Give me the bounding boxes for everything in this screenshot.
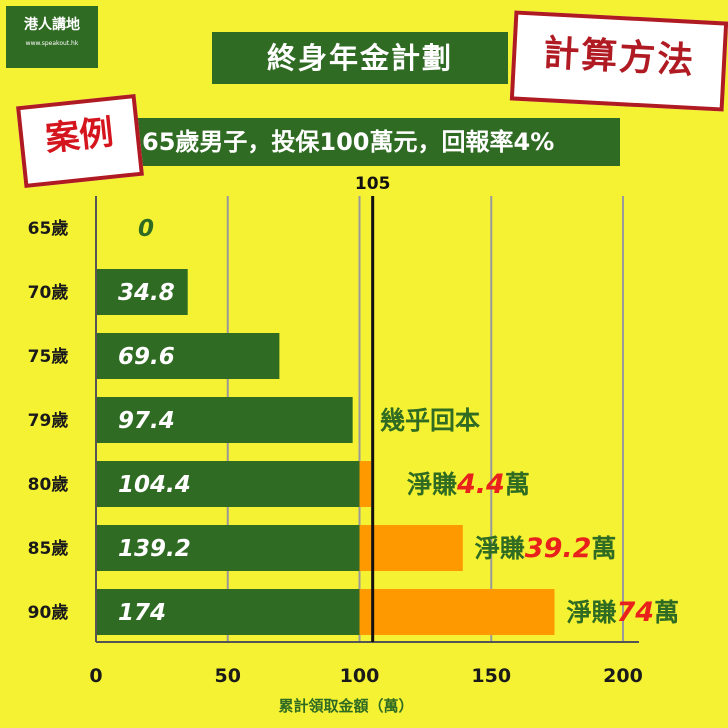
x-axis-title: 累計領取金額（萬） [278, 697, 413, 715]
category-label: 75歲 [28, 346, 69, 367]
annotation-part: 萬 [505, 470, 530, 499]
logo-brand: 港人講地 [24, 17, 80, 33]
bar-segment [96, 589, 360, 635]
case-stamp: 案例 [16, 93, 144, 189]
value-label: 0 [138, 216, 154, 242]
bar-segment [359, 589, 555, 635]
annotation-part: 39.2 [525, 533, 592, 564]
value-label: 174 [118, 600, 166, 626]
annotation-part: 74 [617, 597, 655, 628]
annotation-part: 萬 [591, 534, 616, 563]
page-title: 終身年金計劃 [212, 32, 508, 84]
category-label: 65歲 [28, 218, 69, 239]
annotation-part: 4.4 [456, 469, 505, 500]
bar-segment [96, 525, 360, 571]
bar-segment [359, 461, 372, 507]
value-label: 139.2 [118, 536, 191, 562]
reference-line-label: 105 [355, 174, 391, 194]
method-stamp: 計算方法 [509, 10, 728, 112]
x-tick-label: 50 [215, 665, 241, 687]
bar-segment [96, 461, 360, 507]
category-label: 80歲 [28, 474, 69, 495]
case-description: 65歲男子，投保100萬元，回報率4% [128, 118, 620, 166]
value-label: 69.6 [118, 344, 175, 370]
annotation-part: 幾乎回本 [380, 406, 480, 435]
category-label: 90歲 [28, 602, 69, 623]
category-label: 79歲 [28, 410, 69, 431]
annotation-part: 萬 [654, 598, 679, 627]
annotation-text: 淨賺74萬 [566, 597, 679, 628]
logo-url: www.speakout.hk [25, 40, 79, 47]
x-tick-label: 100 [340, 665, 380, 687]
annotation-part: 淨賺 [566, 598, 616, 627]
annotation-part: 淨賺 [475, 534, 525, 563]
x-tick-label: 0 [89, 665, 102, 687]
x-tick-label: 150 [471, 665, 511, 687]
bar-segment [96, 397, 353, 443]
value-label: 34.8 [118, 280, 175, 306]
annotation-part: 淨賺 [407, 470, 457, 499]
annotation-text: 幾乎回本 [380, 406, 480, 435]
x-tick-label: 200 [603, 665, 643, 687]
annotation-text: 淨賺4.4萬 [407, 469, 530, 500]
annotation-text: 淨賺39.2萬 [475, 533, 617, 564]
bar-segment [359, 525, 463, 571]
brand-logo: 港人講地 www.speakout.hk [6, 6, 98, 68]
bar-segment [96, 269, 188, 315]
value-label: 104.4 [118, 472, 191, 498]
bar-segment [96, 333, 280, 379]
category-label: 70歲 [28, 282, 69, 303]
category-label: 85歲 [28, 538, 69, 559]
value-label: 97.4 [118, 408, 175, 434]
